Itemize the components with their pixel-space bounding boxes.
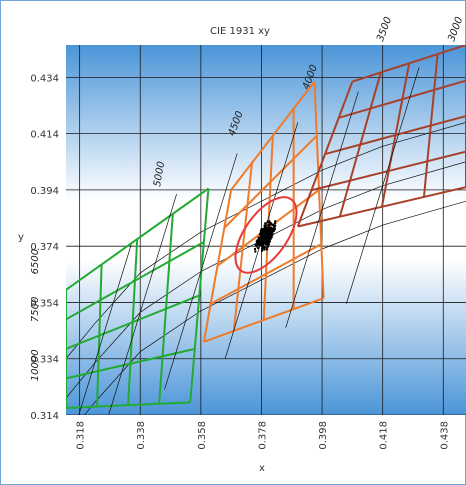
measurement-point bbox=[262, 239, 265, 243]
quad-2-col-2 bbox=[380, 63, 411, 207]
measurement-point bbox=[263, 248, 266, 251]
grid-lines bbox=[66, 45, 466, 415]
quad-2-row-3 bbox=[338, 79, 466, 119]
locus-curve-0 bbox=[83, 200, 466, 415]
measurement-point bbox=[257, 239, 261, 242]
x-axis-label: x bbox=[259, 463, 265, 474]
measurement-point bbox=[259, 234, 263, 237]
measurement-point bbox=[267, 243, 271, 246]
quad-1-row-4 bbox=[230, 80, 316, 191]
measurement-point bbox=[264, 230, 267, 234]
x-tick-label-5: 0.418 bbox=[379, 421, 390, 450]
tolerance-ellipse-group bbox=[234, 196, 298, 274]
y-tick-label-4: 0.394 bbox=[30, 186, 59, 197]
cct-label-3500: 3500 bbox=[375, 16, 394, 44]
measurement-point bbox=[265, 246, 268, 250]
y-tick-label-3: 0.374 bbox=[30, 242, 59, 253]
quad-2-col-3 bbox=[422, 54, 439, 198]
measurement-point bbox=[256, 242, 260, 246]
quad-1-col-4 bbox=[313, 81, 325, 299]
y-axis-label: y bbox=[18, 232, 24, 243]
measurement-point bbox=[263, 235, 267, 238]
quad-0-col-3 bbox=[158, 213, 174, 404]
x-tick-label-0: 0.318 bbox=[76, 421, 87, 450]
quad-2-row-4 bbox=[352, 45, 466, 83]
cct-label-10000: 10000 bbox=[30, 349, 41, 381]
tolerance-ellipse bbox=[234, 196, 298, 274]
measurement-point bbox=[261, 247, 264, 250]
measurement-point bbox=[259, 241, 262, 244]
measurement-point bbox=[269, 231, 272, 234]
x-tick-label-4: 0.398 bbox=[318, 421, 329, 450]
iso-cct-line-1 bbox=[108, 194, 177, 415]
measurement-point bbox=[260, 249, 264, 252]
quad-0-row-3 bbox=[66, 241, 205, 321]
cct-label-5000: 5000 bbox=[152, 161, 167, 188]
locus-curve-2 bbox=[66, 122, 466, 359]
measurement-point bbox=[268, 223, 271, 227]
y-tick-label-1: 0.334 bbox=[30, 355, 59, 366]
iso-cct-line-0 bbox=[78, 244, 132, 415]
iso-cct-line-5 bbox=[345, 67, 420, 304]
x-tick-label-6: 0.438 bbox=[439, 421, 450, 450]
measurement-point bbox=[253, 247, 257, 251]
measurement-point bbox=[270, 227, 273, 230]
measurement-point bbox=[272, 229, 275, 233]
iso-cct-line-4 bbox=[285, 91, 359, 328]
y-tick-labels: 0.314 0.334 0.354 0.374 0.394 0.414 0.434 bbox=[30, 73, 59, 422]
quad-1-row-3 bbox=[223, 135, 318, 229]
quad-0-col-4 bbox=[189, 188, 210, 403]
measurement-point bbox=[266, 221, 269, 224]
measurement-point bbox=[266, 245, 270, 248]
measurement-point bbox=[274, 220, 277, 223]
measurement-point bbox=[257, 246, 260, 250]
x-tick-label-1: 0.338 bbox=[136, 421, 147, 450]
x-tick-label-3: 0.378 bbox=[257, 421, 268, 450]
measurement-point bbox=[267, 229, 270, 233]
measurement-point bbox=[273, 221, 277, 225]
measurement-point bbox=[268, 235, 271, 239]
y-tick-label-6: 0.434 bbox=[30, 73, 59, 84]
measurement-point bbox=[264, 224, 267, 227]
measurement-point bbox=[270, 235, 273, 239]
x-tick-label-2: 0.358 bbox=[197, 421, 208, 450]
cct-label-6500: 6500 bbox=[30, 249, 41, 274]
measurement-point bbox=[264, 228, 267, 232]
measurement-point bbox=[261, 228, 265, 232]
measurement-point bbox=[254, 250, 257, 253]
iso-cct-line-2 bbox=[164, 153, 238, 390]
chart-title: CIE 1931 xy bbox=[210, 26, 270, 37]
measurement-point bbox=[271, 232, 274, 236]
y-tick-label-5: 0.414 bbox=[30, 130, 59, 141]
cct-label-3000: 3000 bbox=[446, 16, 465, 44]
measurement-point bbox=[260, 231, 264, 235]
measurement-point bbox=[268, 238, 271, 241]
measurement-point bbox=[264, 241, 267, 245]
measurement-point bbox=[264, 222, 267, 225]
measurement-points bbox=[253, 220, 277, 253]
measurement-point bbox=[260, 236, 264, 239]
quad-2-col-0 bbox=[296, 81, 354, 227]
measurement-point bbox=[256, 239, 259, 243]
quad-0-col-2 bbox=[127, 239, 139, 406]
cct-label-7500: 7500 bbox=[30, 297, 41, 322]
y-tick-label-0: 0.314 bbox=[30, 411, 59, 422]
measurement-point bbox=[255, 245, 258, 248]
measurement-point bbox=[267, 240, 270, 244]
measurement-point bbox=[271, 223, 275, 227]
x-tick-labels: 0.318 0.338 0.358 0.378 0.398 0.418 0.438 bbox=[76, 421, 451, 450]
y-tick-label-2: 0.354 bbox=[30, 298, 59, 309]
measurement-point bbox=[257, 236, 260, 240]
quad-0-row-4 bbox=[66, 187, 210, 291]
